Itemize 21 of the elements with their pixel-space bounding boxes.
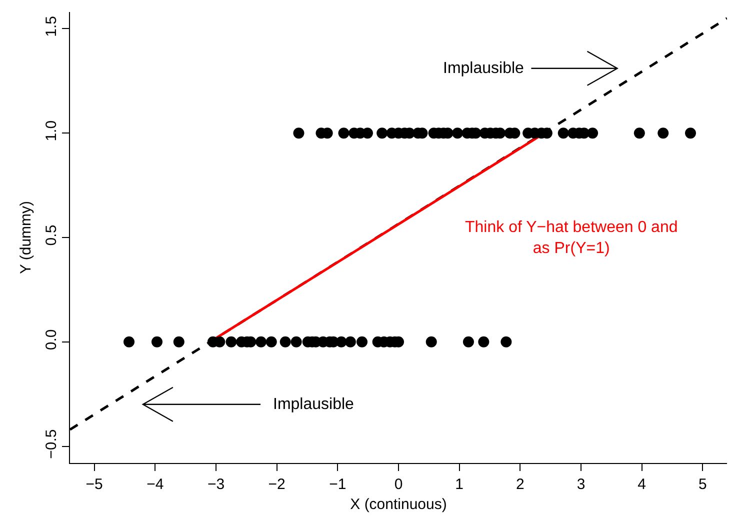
- x-tick-label: −2: [268, 476, 286, 493]
- y-tick-label: 1.5: [43, 16, 60, 37]
- x-tick-label: −1: [329, 476, 346, 493]
- x-tick-label: 1: [455, 476, 464, 493]
- x-axis-title: X (continuous): [350, 496, 447, 513]
- y-tick-label: 0.0: [43, 329, 60, 350]
- x-tick-label: −4: [146, 476, 164, 493]
- x-tick-label: 3: [576, 476, 586, 493]
- annotation: Implausible: [443, 60, 524, 77]
- y-tick-label: 1.0: [43, 120, 60, 142]
- y-axis-title: Y (dummy): [17, 200, 34, 274]
- annotation: Think of Y−hat between 0 and as Pr(Y=1): [465, 219, 678, 257]
- x-tick-label: −5: [86, 476, 103, 493]
- x-tick-label: 5: [698, 476, 707, 493]
- x-tick-label: 0: [394, 476, 403, 493]
- x-tick-label: 2: [516, 476, 524, 493]
- x-tick-label: −3: [207, 476, 225, 493]
- y-tick-label: 0.5: [43, 224, 60, 246]
- x-tick-label: 4: [638, 476, 646, 493]
- annotation: Implausible: [273, 396, 354, 413]
- y-tick-label: −0.5: [43, 429, 60, 459]
